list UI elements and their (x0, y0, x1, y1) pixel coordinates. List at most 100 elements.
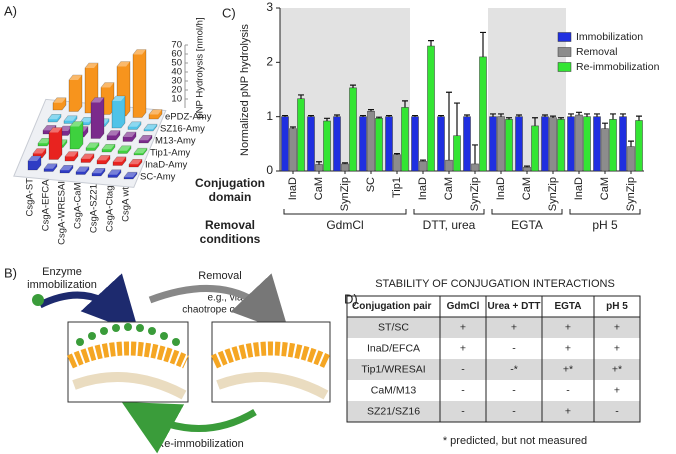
x-tick-label: CsgA wt (121, 187, 132, 222)
bar-top (102, 144, 115, 150)
bar-top (86, 142, 99, 148)
error-bar (376, 116, 382, 119)
x-tick-label: CaM (443, 177, 455, 200)
x-tick-label: SynZip (339, 177, 351, 211)
error-bar (524, 165, 530, 168)
bar-top (134, 148, 147, 154)
error-bar (490, 113, 496, 117)
error-bar (516, 114, 522, 117)
bar (100, 82, 115, 115)
y-tick-label: 0 (266, 163, 273, 177)
bar (619, 116, 627, 172)
axis-title: pNP Hydrolysis [nmol/h] (195, 17, 206, 118)
table-cell: - (566, 384, 570, 396)
group-label: pH 5 (592, 218, 618, 232)
table-cell: + (565, 342, 571, 354)
error-bar (446, 91, 452, 161)
step-label: Removal (198, 270, 241, 282)
table-header: EGTA (554, 301, 581, 312)
y-tick-label: 10 (171, 94, 182, 105)
arrow (148, 273, 290, 334)
table-cell: - (461, 363, 465, 375)
table-cell: +* (612, 363, 622, 375)
bar (107, 169, 122, 178)
bar (549, 117, 557, 172)
membrane (72, 372, 187, 400)
bar (75, 166, 90, 175)
error-bar (532, 117, 538, 126)
bar (505, 119, 513, 172)
bar (52, 97, 67, 111)
bar-top (65, 151, 78, 157)
legend-swatch (557, 62, 572, 72)
table-cell: CaM/M13 (371, 384, 417, 396)
x-tick-label: Tip1 (391, 177, 403, 198)
bar-top (123, 132, 136, 137)
bar-top (60, 165, 73, 171)
x-tick-label: CsgA-WRESAI (57, 181, 68, 245)
error-bar (542, 114, 548, 117)
bar (106, 130, 121, 141)
error-bar (394, 153, 400, 155)
step-label: Enzyme (42, 266, 82, 278)
bar (427, 45, 435, 172)
error-bar (498, 113, 504, 117)
bar (479, 56, 487, 172)
x-tick-label: CaM (313, 177, 325, 200)
table-header: pH 5 (606, 301, 628, 312)
bar (497, 116, 505, 172)
group-bracket (283, 209, 407, 215)
bar-top (59, 126, 72, 131)
table-cell: + (460, 342, 466, 354)
error-bar (602, 122, 608, 129)
bar-top (76, 166, 89, 172)
bar-top (48, 114, 61, 120)
x-tick-label: InaD (287, 177, 299, 200)
step-label: Re-immobilization (156, 438, 243, 450)
bar-top (144, 124, 157, 130)
bar-top (129, 159, 142, 165)
bar (68, 74, 83, 112)
axis-title: domain (209, 190, 252, 204)
step-note: e.g., via (207, 293, 242, 304)
bar (123, 171, 138, 180)
group-bracket (569, 209, 641, 215)
error-bar (584, 113, 590, 117)
legend-label: Tip1-Amy (150, 148, 191, 159)
error-bar (420, 159, 426, 162)
axis-title: Removal (205, 218, 255, 232)
enzymes (76, 323, 180, 346)
bar-top (64, 115, 77, 121)
bar (393, 154, 401, 172)
panel-label: A) (4, 3, 17, 18)
table-cell: + (614, 342, 620, 354)
legend-label: InaD-Amy (145, 160, 187, 171)
error-bar (360, 114, 366, 117)
legend-label: Removal (576, 46, 617, 58)
table-cell: - (512, 342, 516, 354)
error-bar (506, 117, 512, 120)
x-tick-label: CsgA-ST (25, 178, 36, 217)
bar (375, 118, 383, 172)
table-cell: + (614, 384, 620, 396)
table-cell: + (565, 321, 571, 333)
bar (148, 109, 163, 120)
table-cell: + (614, 321, 620, 333)
bar (593, 116, 601, 172)
diagram: Enzyme immobilization Removal e.g., via … (27, 266, 331, 454)
bar (359, 116, 367, 172)
error-bar (350, 84, 356, 88)
table-title: STABILITY OF CONJUGATION INTERACTIONS (375, 278, 615, 290)
bar-top (70, 121, 83, 127)
bar-top (28, 156, 41, 161)
error-bar (342, 162, 348, 164)
group-label: EGTA (511, 218, 543, 232)
error-bar (480, 31, 486, 57)
row-shade (347, 317, 640, 338)
bar-top (149, 109, 162, 115)
bar (307, 116, 315, 172)
bar (523, 166, 531, 172)
bar (90, 97, 105, 139)
error-bar (628, 140, 634, 147)
error-bar (472, 144, 478, 164)
